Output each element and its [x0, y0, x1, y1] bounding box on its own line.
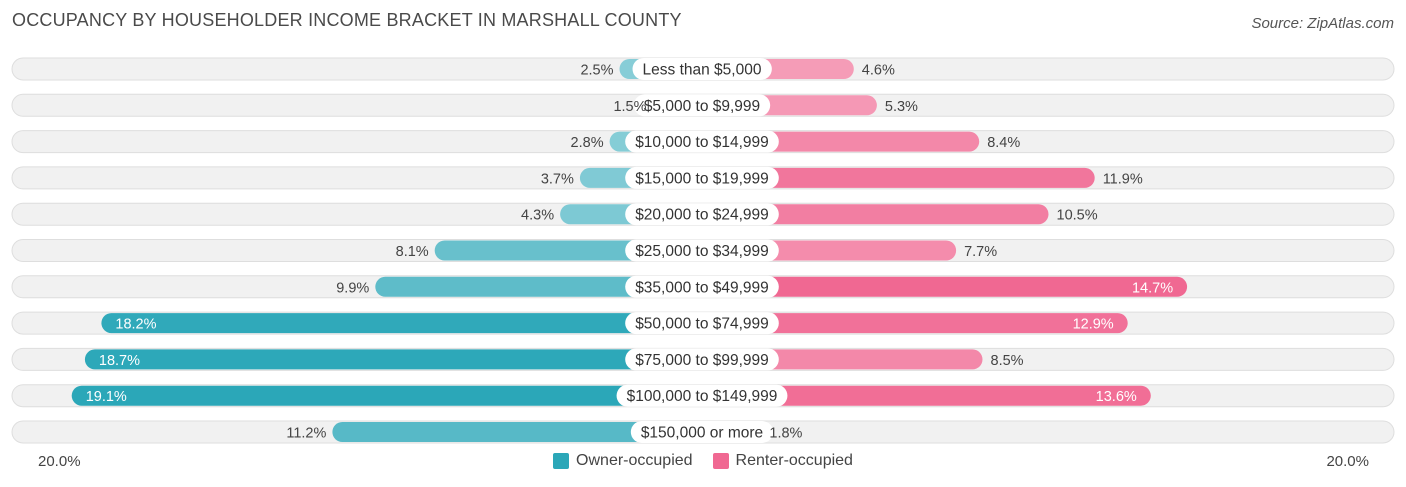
renter-bar	[702, 385, 1151, 406]
category-pill	[632, 58, 772, 80]
renter-value-label: 12.9%	[1073, 317, 1114, 333]
renter-value-label: 13.6%	[1096, 389, 1137, 405]
category-label: Less than $5,000	[643, 62, 762, 79]
legend: Owner-occupied Renter-occupied	[0, 452, 1406, 470]
renter-value-label: 1.8%	[769, 426, 802, 442]
category-pill	[625, 130, 779, 153]
owner-bar	[84, 349, 702, 370]
renter-value-label: 8.4%	[987, 135, 1020, 151]
owner-value-label: 8.1%	[396, 244, 429, 260]
owner-bar	[375, 276, 702, 297]
category-pill	[625, 275, 779, 298]
category-pill	[616, 384, 788, 407]
category-label: $20,000 to $24,999	[635, 207, 769, 224]
category-pill	[625, 166, 779, 189]
owner-value-label: 3.7%	[541, 171, 574, 187]
legend-swatch-renter	[712, 453, 729, 469]
owner-value-label: 11.2%	[286, 426, 326, 442]
category-label: $15,000 to $19,999	[635, 170, 769, 187]
legend-label-renter: Renter-occupied	[735, 452, 853, 469]
renter-value-label: 8.5%	[991, 353, 1024, 369]
category-label: $150,000 or more	[641, 425, 763, 442]
category-label: $50,000 to $74,999	[635, 316, 769, 333]
chart-title: OCCUPANCY BY HOUSEHOLDER INCOME BRACKET …	[12, 10, 682, 30]
renter-bar	[702, 167, 1095, 188]
category-pill	[625, 239, 779, 262]
category-pill	[625, 348, 779, 371]
source-label: Source: ZipAtlas.com	[1251, 15, 1394, 32]
renter-value-label: 4.6%	[862, 63, 895, 79]
category-label: $75,000 to $99,999	[635, 352, 769, 369]
owner-value-label: 2.5%	[580, 63, 613, 79]
owner-bar	[71, 385, 702, 406]
owner-value-label: 19.1%	[86, 389, 127, 405]
category-label: $35,000 to $49,999	[635, 279, 769, 296]
renter-bar	[702, 276, 1188, 297]
category-label: $25,000 to $34,999	[635, 243, 769, 260]
category-pill	[630, 421, 774, 443]
category-label: $5,000 to $9,999	[644, 98, 760, 115]
renter-value-label: 5.3%	[885, 99, 918, 115]
legend-label-owner: Owner-occupied	[576, 452, 693, 469]
owner-value-label: 1.5%	[613, 99, 646, 115]
owner-value-label: 9.9%	[336, 280, 369, 296]
category-pill	[633, 94, 771, 117]
axis-right-label: 20.0%	[1326, 453, 1369, 470]
owner-value-label: 18.2%	[115, 317, 156, 333]
category-label: $100,000 to $149,999	[627, 388, 778, 405]
renter-value-label: 10.5%	[1057, 208, 1098, 224]
owner-value-label: 18.7%	[99, 353, 140, 369]
category-label: $10,000 to $14,999	[635, 134, 769, 151]
legend-item-renter[interactable]: Renter-occupied	[712, 452, 853, 470]
renter-bar	[702, 313, 1128, 334]
owner-value-label: 2.8%	[571, 135, 604, 151]
legend-swatch-owner	[553, 453, 570, 469]
category-pill	[625, 203, 779, 226]
axis-left-label: 20.0%	[38, 453, 81, 470]
renter-value-label: 7.7%	[964, 244, 997, 260]
legend-item-owner[interactable]: Owner-occupied	[553, 452, 693, 470]
owner-value-label: 4.3%	[521, 208, 554, 224]
owner-bar	[101, 313, 702, 334]
owner-bar	[332, 422, 702, 442]
renter-bar	[702, 204, 1049, 225]
renter-value-label: 11.9%	[1103, 171, 1143, 187]
renter-value-label: 14.7%	[1132, 280, 1173, 296]
category-pill	[625, 312, 779, 335]
